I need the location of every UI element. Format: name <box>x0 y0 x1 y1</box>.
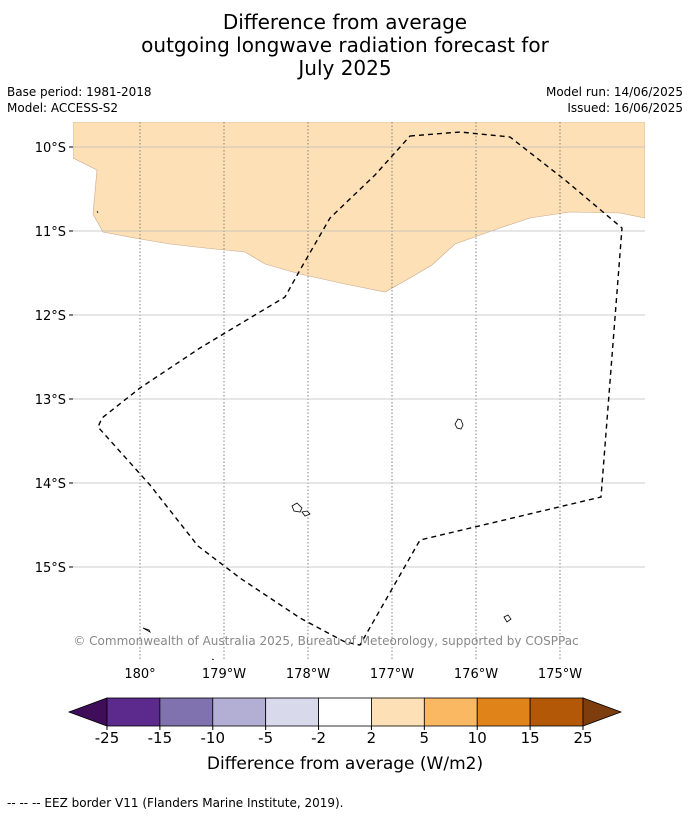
colorbar-label-6: 5 <box>420 729 430 747</box>
colorbar-bin-1 <box>159 697 214 727</box>
colorbar-bin-2 <box>212 697 267 727</box>
copyright-notice: © Commonwealth of Australia 2025, Bureau… <box>73 634 578 648</box>
model-name: Model: ACCESS-S2 <box>7 101 119 115</box>
colorbar-bin-3 <box>265 697 319 727</box>
lon-label-4: 176°W <box>454 667 498 682</box>
positive-anomaly-region <box>73 122 645 293</box>
title-line-3: July 2025 <box>298 56 392 80</box>
title-line-2: outgoing longwave radiation forecast for <box>141 33 549 57</box>
colorbar-label-4: -2 <box>311 729 326 747</box>
colorbar-high-extend <box>582 697 623 727</box>
colorbar-label-1: -15 <box>148 729 173 747</box>
longitude-labels: 180° 179°W 178°W 177°W 176°W 175°W <box>124 667 582 682</box>
lat-label-4: 14°S <box>35 477 66 492</box>
colorbar-title: Difference from average (W/m2) <box>206 754 484 774</box>
colorbar-label-3: -5 <box>258 729 273 747</box>
meta-left: Base period: 1981-2018 Model: ACCESS-S2 <box>7 84 152 116</box>
base-period: Base period: 1981-2018 <box>7 85 152 99</box>
colorbar-label-9: 25 <box>573 729 592 747</box>
colorbar-label-0: -25 <box>95 729 120 747</box>
longitude-gridlines <box>139 122 561 660</box>
colorbar-bin-8 <box>529 697 584 727</box>
lat-label-5: 15°S <box>35 561 66 576</box>
colorbar-label-7: 10 <box>468 729 487 747</box>
lon-label-1: 179°W <box>202 667 246 682</box>
title-line-1: Difference from average <box>222 10 468 34</box>
model-run: Model run: 14/06/2025 <box>545 85 683 99</box>
colorbar-bin-6 <box>423 697 478 727</box>
island-vatoa <box>291 502 303 513</box>
map-figure: © Commonwealth of Australia 2025, Bureau… <box>35 122 645 747</box>
colorbar-bin-7 <box>476 697 531 727</box>
lon-label-5: 175°W <box>538 667 582 682</box>
latitude-gridlines <box>73 146 645 568</box>
colorbar-bin-5 <box>371 697 425 727</box>
issued-date: Issued: 16/06/2025 <box>567 101 683 115</box>
eez-legend: -- -- -- EEZ border V11 (Flanders Marine… <box>7 796 344 810</box>
island-west-reef <box>142 627 151 634</box>
colorbar-low-extend <box>67 697 108 727</box>
lon-label-2: 178°W <box>286 667 330 682</box>
eez-border <box>97 131 623 646</box>
lat-label-0: 10°S <box>35 141 66 156</box>
island-small-mark <box>211 658 215 660</box>
island-south-reef <box>503 614 512 623</box>
colorbar: -25 -15 -10 -5 -2 2 5 10 15 25 <box>67 697 623 747</box>
colorbar-bin-0 <box>106 697 161 727</box>
islands <box>96 210 512 660</box>
lon-label-3: 177°W <box>370 667 414 682</box>
colorbar-bin-4 <box>318 697 372 727</box>
lat-label-3: 13°S <box>35 393 66 408</box>
island-vuaqava <box>301 510 311 517</box>
colorbar-label-5: 2 <box>367 729 377 747</box>
lat-label-1: 11°S <box>35 225 66 240</box>
island-ono-i-lau <box>454 418 464 430</box>
latitude-labels: 10°S 11°S 12°S 13°S 14°S 15°S <box>35 141 73 576</box>
meta-right: Model run: 14/06/2025 Issued: 16/06/2025 <box>546 84 683 116</box>
colorbar-label-2: -10 <box>201 729 226 747</box>
colorbar-label-8: 15 <box>521 729 540 747</box>
lat-label-2: 12°S <box>35 309 66 324</box>
island-north-islet <box>96 210 99 214</box>
lon-label-0: 180° <box>124 667 155 682</box>
